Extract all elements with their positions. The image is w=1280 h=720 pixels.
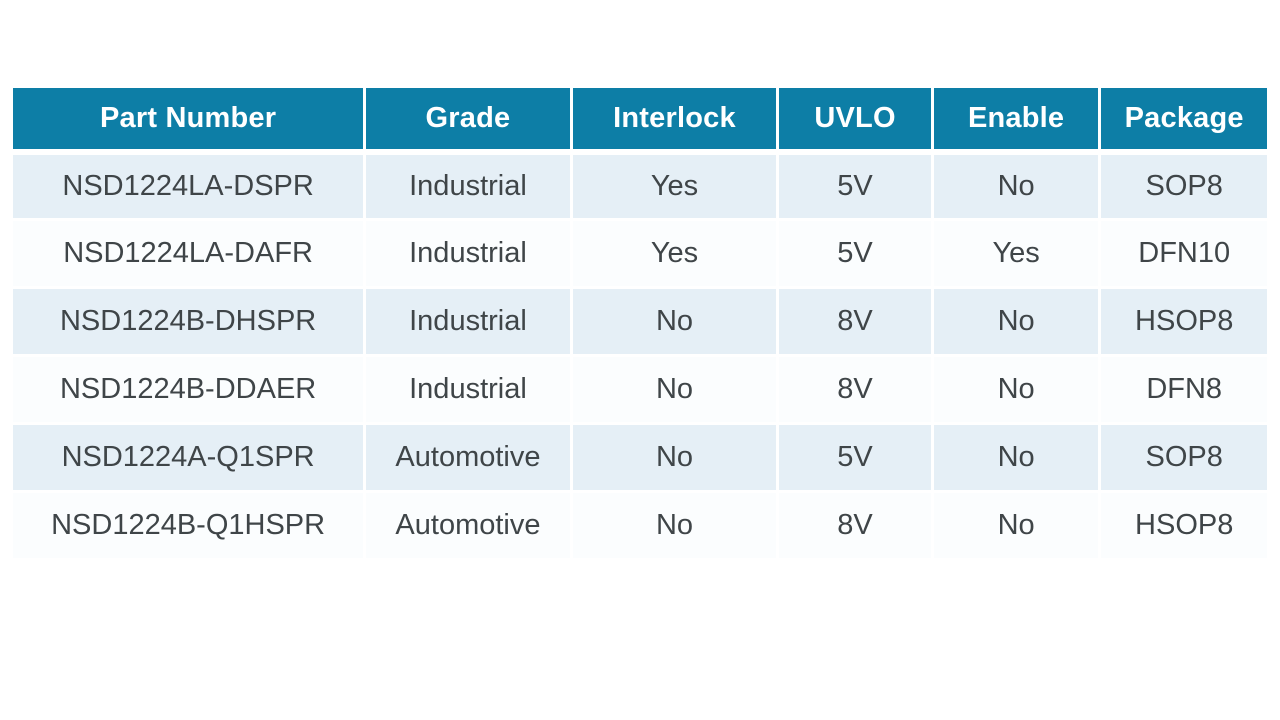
cell-uvlo: 5V — [776, 150, 934, 221]
cell-interlock: No — [569, 354, 780, 425]
cell-grade: Industrial — [363, 150, 573, 221]
cell-uvlo: 8V — [776, 490, 934, 561]
cell-enable: No — [930, 422, 1102, 493]
column-header-part-number: Part Number — [9, 85, 367, 155]
cell-part-number: NSD1224B-DDAER — [9, 354, 367, 425]
cell-enable: No — [930, 354, 1102, 425]
table-row: NSD1224LA-DSPR Industrial Yes 5V No SOP8 — [9, 150, 1270, 221]
table-row: NSD1224LA-DAFR Industrial Yes 5V Yes DFN… — [9, 218, 1270, 289]
cell-package: DFN10 — [1098, 218, 1270, 289]
cell-grade: Industrial — [363, 218, 573, 289]
cell-package: SOP8 — [1098, 422, 1270, 493]
cell-part-number: NSD1224B-Q1HSPR — [9, 490, 367, 561]
cell-grade: Automotive — [363, 490, 573, 561]
table-row: NSD1224A-Q1SPR Automotive No 5V No SOP8 — [9, 422, 1270, 493]
cell-interlock: Yes — [569, 150, 780, 221]
header-row: Part Number Grade Interlock UVLO Enable … — [9, 85, 1270, 155]
cell-part-number: NSD1224LA-DSPR — [9, 150, 367, 221]
column-header-interlock: Interlock — [569, 85, 780, 155]
cell-grade: Industrial — [363, 354, 573, 425]
cell-interlock: Yes — [569, 218, 780, 289]
cell-grade: Industrial — [363, 286, 573, 357]
cell-enable: No — [930, 490, 1102, 561]
cell-enable: No — [930, 150, 1102, 221]
table-row: NSD1224B-Q1HSPR Automotive No 8V No HSOP… — [9, 490, 1270, 561]
part-selection-table: Part Number Grade Interlock UVLO Enable … — [9, 85, 1270, 561]
table-row: NSD1224B-DDAER Industrial No 8V No DFN8 — [9, 354, 1270, 425]
cell-uvlo: 8V — [776, 286, 934, 357]
cell-part-number: NSD1224A-Q1SPR — [9, 422, 367, 493]
cell-enable: No — [930, 286, 1102, 357]
table-row: NSD1224B-DHSPR Industrial No 8V No HSOP8 — [9, 286, 1270, 357]
cell-package: SOP8 — [1098, 150, 1270, 221]
cell-grade: Automotive — [363, 422, 573, 493]
cell-part-number: NSD1224B-DHSPR — [9, 286, 367, 357]
cell-package: HSOP8 — [1098, 286, 1270, 357]
cell-interlock: No — [569, 422, 780, 493]
column-header-enable: Enable — [930, 85, 1102, 155]
cell-package: DFN8 — [1098, 354, 1270, 425]
cell-enable: Yes — [930, 218, 1102, 289]
cell-uvlo: 5V — [776, 422, 934, 493]
column-header-uvlo: UVLO — [776, 85, 934, 155]
column-header-grade: Grade — [363, 85, 573, 155]
column-header-package: Package — [1098, 85, 1270, 155]
cell-interlock: No — [569, 286, 780, 357]
cell-package: HSOP8 — [1098, 490, 1270, 561]
cell-uvlo: 8V — [776, 354, 934, 425]
cell-interlock: No — [569, 490, 780, 561]
cell-uvlo: 5V — [776, 218, 934, 289]
cell-part-number: NSD1224LA-DAFR — [9, 218, 367, 289]
